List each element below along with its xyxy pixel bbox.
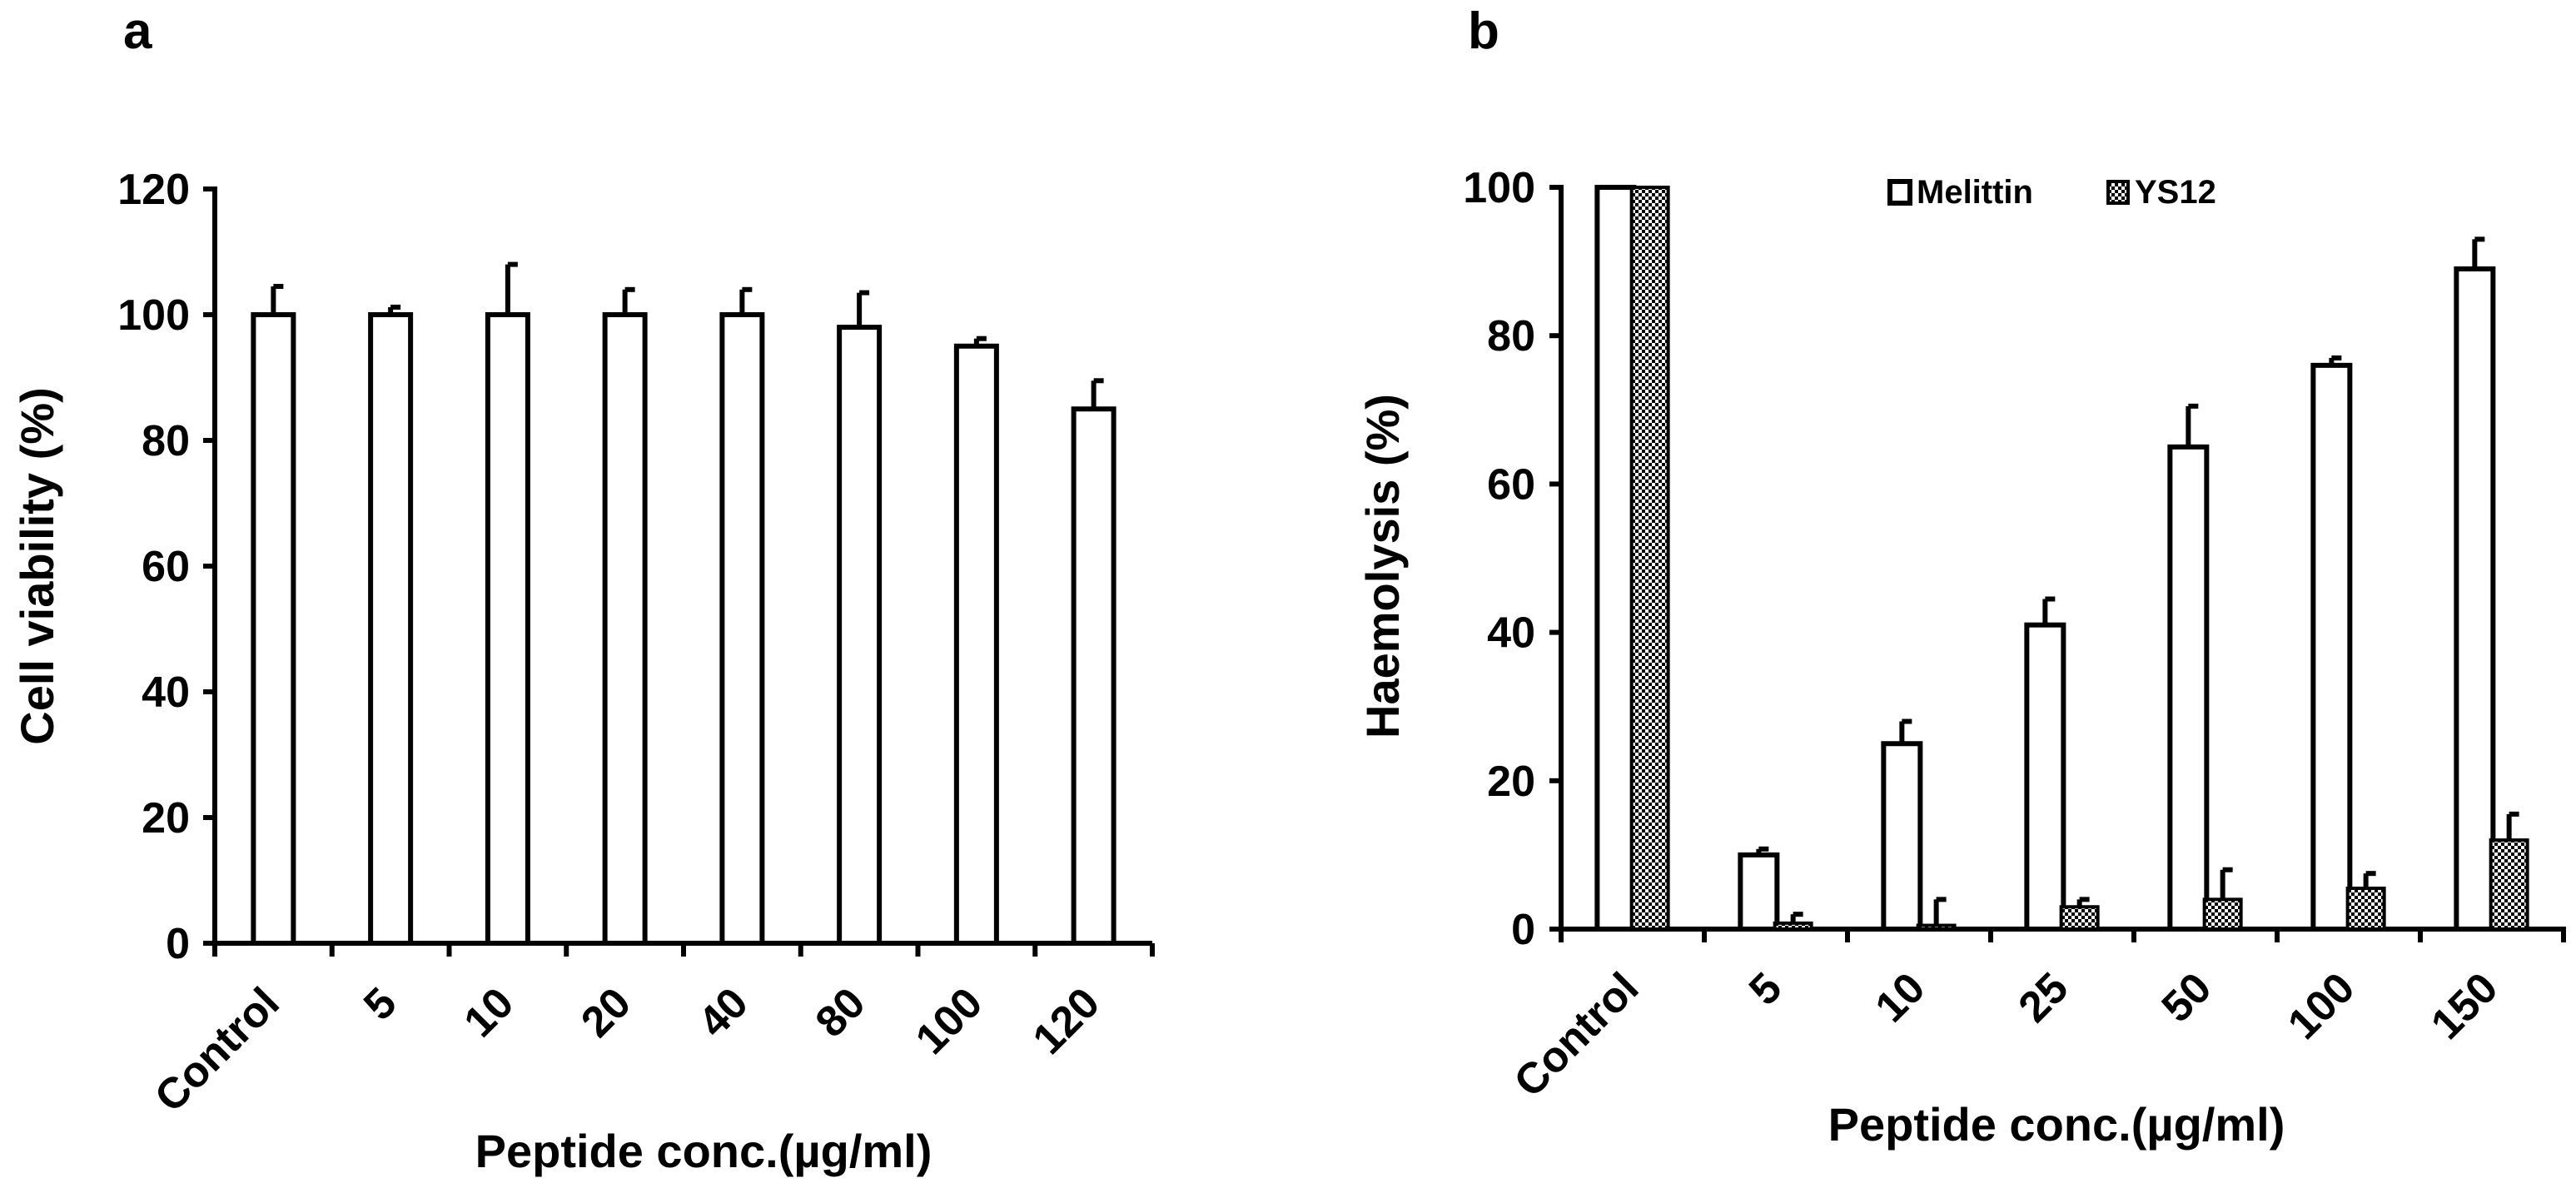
bar-melittin — [2024, 622, 2066, 932]
y-tick-label: 80 — [142, 417, 190, 465]
y-tick-label: 60 — [1487, 460, 1535, 509]
y-tick-label: 80 — [1487, 312, 1535, 360]
x-tick-label: Control — [146, 978, 289, 1121]
bar-viability — [1071, 406, 1116, 946]
x-axis-title: Peptide conc.(µg/ml) — [1828, 1098, 2285, 1151]
x-axis-title: Peptide conc.(µg/ml) — [475, 1125, 932, 1177]
panel-letter: b — [1468, 2, 1499, 60]
y-tick-label: 120 — [117, 166, 190, 214]
y-tick-label: 60 — [142, 543, 190, 591]
x-tick-label: 5 — [1740, 963, 1791, 1014]
bar-ys12 — [1916, 923, 1957, 932]
bar-viability — [251, 312, 296, 946]
x-tick-label: 120 — [1024, 978, 1109, 1063]
x-tick-label: 10 — [1867, 963, 1935, 1031]
bar-ys12 — [2059, 905, 2100, 932]
bar-viability — [719, 312, 765, 946]
bar-melittin — [1738, 852, 1780, 932]
bar-viability — [837, 325, 883, 947]
bar-ys12 — [2489, 838, 2529, 932]
y-tick-label: 40 — [142, 669, 190, 717]
bar-ys12 — [1773, 921, 1813, 931]
bar-melittin — [1594, 185, 1637, 932]
x-tick-label: 100 — [907, 978, 992, 1063]
bar-viability — [953, 343, 999, 946]
panel-b-chart: b 0 20 40 60 80 100 Control 5 10 25 50 100 150 Haemoly… — [1356, 2, 2566, 1151]
x-tick-label: 25 — [2010, 963, 2078, 1031]
x-tick-label: 50 — [2153, 963, 2221, 1031]
y-tick-label: 100 — [1463, 164, 1535, 212]
bar-viability — [368, 312, 414, 946]
y-tick-label: 20 — [1487, 758, 1535, 806]
x-tick-label: 40 — [689, 978, 758, 1046]
y-tick-label: 40 — [1487, 609, 1535, 658]
bar-ys12 — [2202, 897, 2243, 931]
legend-swatch — [1887, 179, 1912, 206]
bar-viability — [602, 312, 648, 946]
legend-swatch — [2106, 180, 2130, 205]
y-tick-label: 20 — [142, 794, 190, 843]
legend-label: YS12 — [2135, 174, 2216, 211]
bar-viability — [485, 312, 530, 946]
bar-ys12 — [1629, 186, 1670, 931]
x-tick-label: 150 — [2422, 963, 2507, 1048]
bar-ys12 — [2345, 886, 2386, 931]
panel-letter: a — [123, 2, 152, 60]
x-tick-label: 100 — [2279, 963, 2364, 1048]
y-tick-label: 0 — [166, 920, 190, 968]
x-tick-label: Control — [1505, 963, 1649, 1106]
x-tick-label: 20 — [572, 978, 640, 1046]
legend-label: Melittin — [1917, 174, 2033, 211]
y-axis-title: Cell viability (%) — [11, 387, 63, 744]
x-tick-label: 5 — [355, 978, 405, 1029]
panel-a-chart: a 0 20 40 60 80 100 120 Control 5 10 20 40 80 100 120 Ce… — [11, 2, 1155, 1177]
bar-melittin — [2310, 362, 2353, 932]
bar-melittin — [1881, 741, 1923, 932]
bar-melittin — [2454, 266, 2496, 932]
y-tick-label: 100 — [117, 291, 190, 340]
y-axis-title: Haemolysis (%) — [1356, 394, 1409, 738]
x-tick-label: 80 — [807, 978, 875, 1046]
y-tick-label: 0 — [1511, 906, 1535, 954]
bar-melittin — [2167, 444, 2210, 932]
x-tick-label: 10 — [455, 978, 523, 1046]
